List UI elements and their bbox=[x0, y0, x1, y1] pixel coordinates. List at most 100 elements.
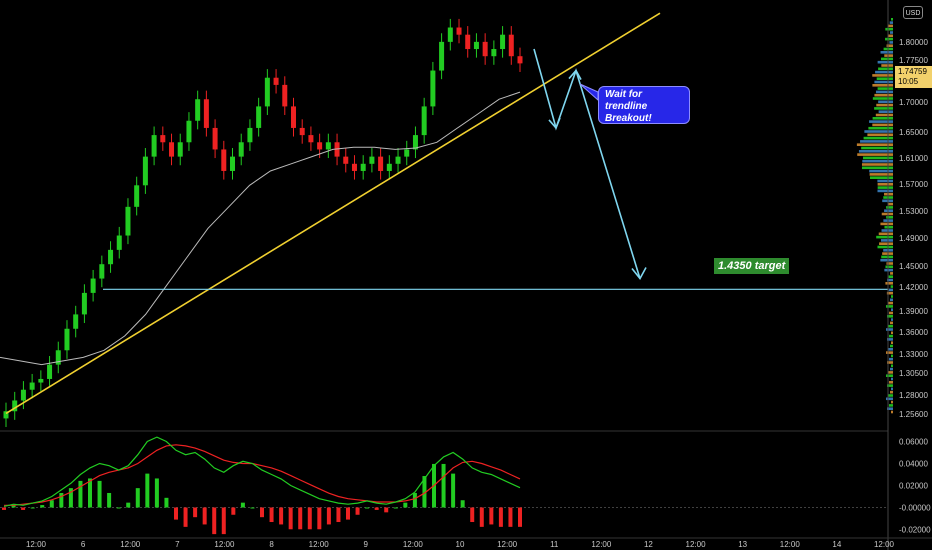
candle-body bbox=[160, 135, 166, 143]
moving-average-line bbox=[0, 91, 521, 366]
macd-histogram-bar bbox=[30, 507, 35, 509]
volume-profile-bar bbox=[889, 357, 893, 361]
target-label[interactable]: 1.4350 target bbox=[714, 258, 790, 274]
time-tick-label: 12:00 bbox=[497, 540, 518, 549]
candle-body bbox=[421, 106, 427, 136]
volume-profile-bar bbox=[877, 245, 893, 249]
projection-arrowhead bbox=[548, 117, 561, 130]
candle-body bbox=[500, 34, 506, 50]
macd-histogram-bar bbox=[269, 507, 274, 523]
volume-profile-bar bbox=[891, 331, 893, 335]
main-price-panel bbox=[0, 12, 893, 428]
macd-histogram-bar bbox=[11, 505, 16, 508]
macd-histogram-bar bbox=[164, 497, 169, 508]
volume-profile-bar bbox=[890, 31, 893, 34]
time-axis[interactable]: 12:00 6 12:00 7 12:00 8 12:00 9 12:00 10 12:00 11 12… bbox=[0, 537, 932, 549]
macd-histogram-bar bbox=[298, 507, 303, 530]
candle-body bbox=[508, 34, 514, 57]
macd-histogram-bar bbox=[451, 473, 456, 508]
volume-profile-bar bbox=[887, 24, 893, 28]
time-tick-label: 9 bbox=[364, 540, 369, 549]
volume-profile-bar bbox=[879, 242, 893, 245]
ascending-trendline bbox=[5, 12, 661, 415]
macd-histogram-bar bbox=[59, 492, 64, 508]
volume-profile-bar bbox=[872, 84, 893, 87]
macd-histogram-bar bbox=[498, 507, 503, 527]
candle-body bbox=[3, 411, 9, 419]
volume-profile-bar bbox=[878, 67, 893, 71]
candle-body bbox=[116, 235, 122, 250]
price-axis[interactable]: 1.80000 1.77500 1.70000 1.65000 1.61000 1.570… bbox=[887, 0, 928, 550]
volume-profile-bar bbox=[875, 90, 893, 94]
macd-histogram-bar bbox=[2, 507, 6, 510]
price-tick-label: 1.49000 bbox=[899, 234, 928, 243]
macd-histogram-bar bbox=[240, 502, 245, 508]
volume-profile-bar bbox=[885, 265, 893, 269]
volume-profile-bar bbox=[858, 150, 893, 153]
macd-histogram-bar bbox=[107, 492, 112, 508]
trendline-breakout-callout[interactable]: Wait for trendline Breakout! bbox=[598, 86, 690, 124]
volume-profile-bar bbox=[887, 407, 893, 410]
volume-profile-bar bbox=[869, 120, 893, 123]
volume-profile-bar bbox=[864, 130, 893, 133]
candle-body bbox=[465, 34, 471, 50]
volume-profile-bar bbox=[887, 278, 893, 282]
volume-profile-bar bbox=[869, 173, 893, 176]
macd-histogram-bar bbox=[403, 502, 408, 508]
currency-button[interactable]: USD bbox=[903, 6, 923, 19]
macd-axis[interactable]: 0.06000 0.04000 0.02000 -0.00000 -0.02000 bbox=[899, 438, 931, 535]
macd-histogram-bar bbox=[49, 500, 54, 508]
candle-body bbox=[282, 84, 288, 107]
volume-profile-bar bbox=[885, 282, 893, 285]
price-tick-label: 1.65000 bbox=[899, 128, 928, 137]
volume-profile-bar bbox=[857, 153, 893, 156]
volume-profile-bar bbox=[867, 133, 893, 137]
volume-profile-bar bbox=[877, 60, 893, 64]
current-price: 1.74759 bbox=[898, 67, 927, 76]
volume-profile-bar bbox=[884, 225, 893, 229]
candle-body bbox=[20, 389, 26, 401]
volume-profile-bar bbox=[888, 288, 893, 292]
price-tick-label: 1.61000 bbox=[899, 154, 928, 163]
volume-profile-bar bbox=[860, 140, 893, 143]
volume-profile-bar bbox=[890, 367, 893, 371]
volume-profile-bar bbox=[874, 93, 893, 97]
candle-body bbox=[482, 41, 488, 57]
price-tick-label: 1.45000 bbox=[899, 262, 928, 271]
candle-body bbox=[351, 163, 357, 171]
candle-body bbox=[125, 206, 131, 236]
macd-tick-label: 0.06000 bbox=[899, 438, 928, 447]
volume-profile-bar bbox=[891, 341, 893, 344]
volume-profile-bar bbox=[890, 344, 893, 348]
volume-profile-bar bbox=[888, 348, 893, 351]
volume-profile-bar bbox=[880, 239, 893, 242]
macd-histogram-bar bbox=[193, 507, 198, 518]
candle-body bbox=[90, 278, 96, 293]
price-tick-label: 1.57000 bbox=[899, 180, 928, 189]
volume-profile-bar bbox=[891, 354, 893, 358]
volume-profile-bar bbox=[877, 87, 893, 90]
volume-profile-bar bbox=[876, 103, 893, 107]
candle-body bbox=[151, 135, 157, 157]
volume-profile-bar bbox=[889, 334, 893, 338]
volume-profile-bar bbox=[861, 146, 893, 150]
macd-histogram-bar bbox=[441, 463, 446, 508]
macd-histogram-bar bbox=[518, 507, 522, 527]
candle-body bbox=[195, 99, 201, 121]
price-tick-label: 1.77500 bbox=[899, 56, 928, 65]
volume-profile-bar bbox=[869, 169, 893, 173]
volume-profile-bar bbox=[861, 166, 893, 170]
candle-body bbox=[73, 314, 79, 329]
macd-histogram-bar bbox=[508, 507, 513, 527]
volume-profile-bar bbox=[877, 179, 893, 183]
macd-histogram-bar bbox=[489, 507, 494, 525]
price-tick-label: 1.42000 bbox=[899, 283, 928, 292]
candle-body bbox=[456, 27, 462, 35]
volume-profile-bar bbox=[878, 232, 893, 236]
candle-body bbox=[264, 77, 270, 107]
volume-profile-bar bbox=[872, 117, 893, 120]
candle-body bbox=[290, 106, 296, 128]
macd-histogram-bar bbox=[307, 507, 312, 530]
volume-profile-bar bbox=[876, 77, 893, 80]
